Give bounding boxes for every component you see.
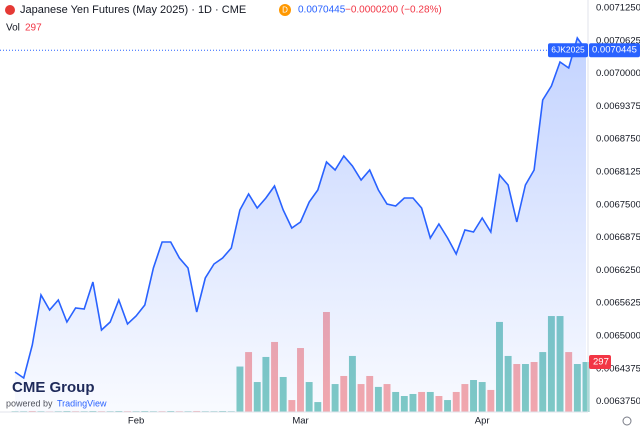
y-tick-label: 0.0066250 xyxy=(596,265,640,276)
volume-label: Vol xyxy=(6,23,20,34)
logo: CME Group xyxy=(12,379,95,396)
chart-title: Japanese Yen Futures (May 2025) · 1D · C… xyxy=(20,4,246,16)
interval-badge-bg xyxy=(279,4,291,16)
x-tick-label: Mar xyxy=(292,416,308,427)
y-tick-label: 0.0067500 xyxy=(596,199,640,210)
price-badge: 0.0070445 xyxy=(592,45,637,56)
y-tick-label: 0.0068125 xyxy=(596,167,640,178)
y-tick-label: 0.0066875 xyxy=(596,232,640,243)
y-tick-label: 0.0070000 xyxy=(596,68,640,79)
platform: TradingView xyxy=(57,398,107,408)
price-area xyxy=(15,38,586,412)
price-change: −0.0000200 (−0.28%) xyxy=(345,5,442,16)
x-tick-label: Apr xyxy=(475,416,490,427)
x-tick-label: Feb xyxy=(128,416,144,427)
y-tick-label: 0.0070625 xyxy=(596,35,640,46)
y-tick-label: 0.0069375 xyxy=(596,101,640,112)
plot-area xyxy=(11,36,590,412)
price-badge-bg xyxy=(589,43,640,58)
volume-last: 297 xyxy=(25,23,42,34)
powered-by: powered by xyxy=(6,398,53,408)
settings-icon[interactable] xyxy=(622,416,632,426)
interval-badge: D xyxy=(282,6,288,15)
symbol-badge-bg xyxy=(548,43,588,58)
symbol-badge: 6JK2025 xyxy=(551,44,585,54)
symbol-icon xyxy=(5,5,15,15)
volume-badge-bg xyxy=(589,355,611,369)
y-tick-label: 0.0065000 xyxy=(596,331,640,342)
volume-badge: 297 xyxy=(593,357,609,368)
y-tick-label: 0.0063750 xyxy=(596,396,640,407)
y-tick-label: 0.0068750 xyxy=(596,134,640,145)
price-line xyxy=(14,36,587,380)
y-tick-label: 0.0071250 xyxy=(596,2,640,13)
last-price: 0.0070445 xyxy=(298,5,346,16)
y-tick-label: 0.0065625 xyxy=(596,298,640,309)
y-tick-label: 0.0064375 xyxy=(596,363,640,374)
